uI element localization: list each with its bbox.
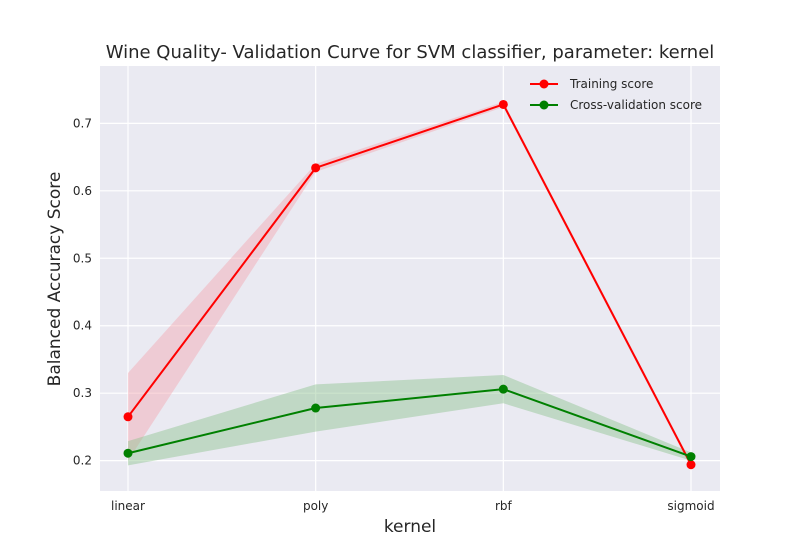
score-lines <box>127 103 692 466</box>
cross-validation-score-point-rbf <box>498 384 508 394</box>
legend-training-marker <box>539 79 549 89</box>
y-tick-0-4: 0.4 <box>73 319 92 333</box>
training-score-point-linear <box>123 412 133 422</box>
legend: Training score Cross-validation score <box>530 77 702 112</box>
x-tick-rbf: rbf <box>495 499 513 513</box>
training-score-point-sigmoid <box>686 460 696 470</box>
training-score-point-rbf <box>498 99 508 109</box>
y-tick-0-6: 0.6 <box>73 184 92 198</box>
cross-validation-score-line <box>127 388 692 458</box>
legend-training-label: Training score <box>569 77 653 91</box>
grid <box>100 66 720 491</box>
x-tick-labels: linear poly rbf sigmoid <box>111 499 715 513</box>
x-tick-linear: linear <box>111 499 145 513</box>
y-tick-0-7: 0.7 <box>73 116 92 130</box>
y-tick-0-2: 0.2 <box>73 454 92 468</box>
training-score-point-poly <box>311 163 321 173</box>
cross-validation-score-point-sigmoid <box>686 452 696 462</box>
x-tick-sigmoid: sigmoid <box>667 499 714 513</box>
y-tick-0-5: 0.5 <box>73 251 92 265</box>
cross-validation-score-band <box>128 374 691 466</box>
training-score-line <box>127 103 692 466</box>
y-tick-labels: 0.2 0.3 0.4 0.5 0.6 0.7 <box>73 116 92 467</box>
cross-validation-score-point-linear <box>123 448 133 458</box>
score-points <box>123 99 696 470</box>
y-tick-0-3: 0.3 <box>73 386 92 400</box>
chart-title: Wine Quality- Validation Curve for SVM c… <box>106 42 715 63</box>
legend-cv-marker <box>539 100 549 110</box>
y-axis-label: Balanced Accuracy Score <box>45 172 65 387</box>
x-tick-poly: poly <box>303 499 328 513</box>
x-axis-label: kernel <box>384 517 436 537</box>
legend-cv-label: Cross-validation score <box>570 98 702 112</box>
cross-validation-score-point-poly <box>311 403 321 413</box>
